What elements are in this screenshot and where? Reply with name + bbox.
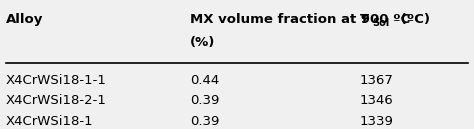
Text: T: T	[359, 13, 369, 26]
Text: 0.39: 0.39	[190, 94, 219, 107]
Text: 1367: 1367	[359, 74, 393, 87]
Text: Alloy: Alloy	[6, 13, 44, 26]
Text: X4CrWSi18-1: X4CrWSi18-1	[6, 115, 94, 128]
Text: 0.44: 0.44	[190, 74, 219, 87]
Text: (ºC): (ºC)	[396, 13, 430, 26]
Text: 1339: 1339	[359, 115, 393, 128]
Text: Sol: Sol	[373, 18, 390, 28]
Text: (%): (%)	[190, 37, 215, 49]
Text: X4CrWSi18-2-1: X4CrWSi18-2-1	[6, 94, 107, 107]
Text: 1346: 1346	[359, 94, 393, 107]
Text: MX volume fraction at 900 ºC: MX volume fraction at 900 ºC	[190, 13, 410, 26]
Text: 0.39: 0.39	[190, 115, 219, 128]
Text: X4CrWSi18-1-1: X4CrWSi18-1-1	[6, 74, 107, 87]
